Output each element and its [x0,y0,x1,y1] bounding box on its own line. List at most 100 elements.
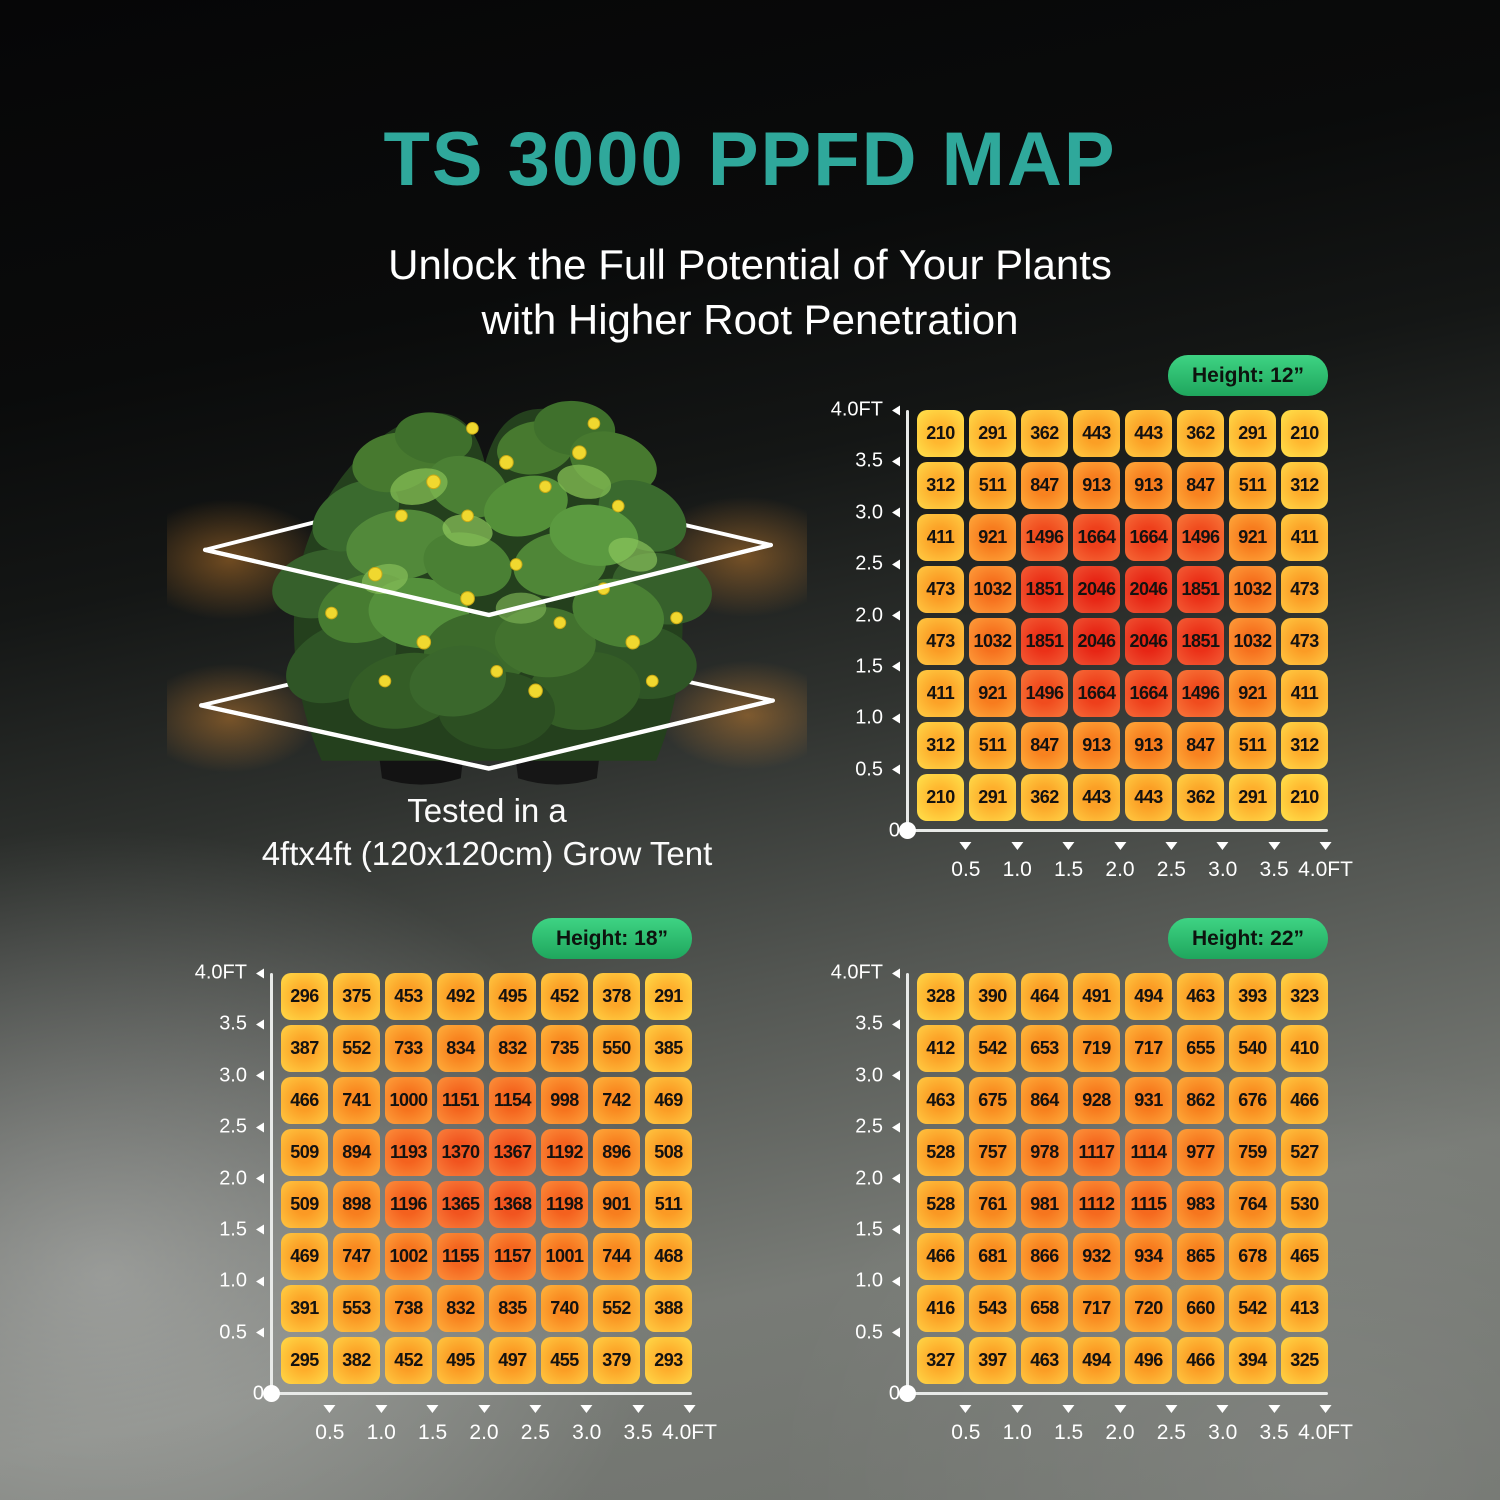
ppfd-cell: 463 [1021,1337,1068,1384]
plant-caption: Tested in a 4ftx4ft (120x120cm) Grow Tent [163,790,811,876]
y-axis-tick-label: 1.0 [219,1269,247,1292]
down-arrow-tick-icon [477,1405,490,1413]
x-axis-line [270,1392,692,1395]
ppfd-cell: 291 [1229,774,1276,821]
ppfd-cell: 655 [1177,1025,1224,1072]
ppfd-cell: 1157 [489,1233,536,1280]
ppfd-cell: 362 [1021,774,1068,821]
ppfd-cell: 492 [437,973,484,1020]
ppfd-cell: 847 [1177,462,1224,509]
x-axis-tick: 0.5 [315,1405,344,1445]
down-arrow-tick-icon [632,1405,645,1413]
x-axis-tick: 3.5 [1260,1405,1289,1445]
down-arrow-tick-icon [959,1405,972,1413]
ppfd-cell: 832 [437,1285,484,1332]
ppfd-cell: 295 [281,1337,328,1384]
x-axis-tick: 2.0 [1105,842,1135,882]
ppfd-cell: 394 [1229,1337,1276,1384]
ppfd-cell: 717 [1125,1025,1172,1072]
ppfd-cell: 1196 [385,1181,432,1228]
x-axis-tick-label: 1.0 [1002,1421,1032,1444]
y-axis-tick-label: 3.0 [855,1064,883,1087]
ppfd-cell: 393 [1229,973,1276,1020]
ppfd-cell: 913 [1073,462,1120,509]
down-arrow-tick-icon [1319,842,1332,850]
ppfd-cell: 473 [917,566,964,613]
ppfd-cell: 511 [645,1181,692,1228]
ppfd-cell: 509 [281,1129,328,1176]
x-axis-tick-label: 4.0FT [662,1421,717,1444]
left-arrow-tick-icon [256,1070,264,1081]
ppfd-cell: 678 [1229,1233,1276,1280]
ppfd-cell: 931 [1125,1077,1172,1124]
x-axis-tick: 3.5 [1260,842,1289,882]
x-axis-tick-label: 3.5 [1259,1421,1289,1444]
ppfd-cell: 1496 [1177,514,1224,561]
ppfd-cell: 1365 [437,1181,484,1228]
ppfd-cell: 720 [1125,1285,1172,1332]
ppfd-cell: 375 [333,973,380,1020]
left-arrow-tick-icon [892,1173,900,1184]
ppfd-cell: 1117 [1073,1129,1120,1176]
ppfd-cell: 291 [1229,410,1276,457]
ppfd-cell: 733 [385,1025,432,1072]
x-axis-tick: 3.0 [1208,1405,1237,1445]
ppfd-cell: 653 [1021,1025,1068,1072]
ppfd-cell: 443 [1073,410,1120,457]
ppfd-cell: 511 [1229,462,1276,509]
left-arrow-tick-icon [256,1173,264,1184]
x-axis-tick: 1.0 [367,1405,396,1445]
ppfd-cell: 660 [1177,1285,1224,1332]
ppfd-cell: 896 [593,1129,640,1176]
left-arrow-tick-icon [256,1276,264,1287]
ppfd-cell: 681 [969,1233,1016,1280]
y-axis-line [270,973,273,1394]
ppfd-cell: 553 [333,1285,380,1332]
ppfd-cell: 921 [969,514,1016,561]
ppfd-cell: 761 [969,1181,1016,1228]
height-badge-12: Height: 12” [1167,355,1328,396]
y-axis-tick-label: 1.0 [855,1269,883,1292]
ppfd-cell: 894 [333,1129,380,1176]
ppfd-cell: 1032 [969,618,1016,665]
left-arrow-tick-icon [892,610,900,621]
ppfd-cell: 747 [333,1233,380,1280]
ppfd-cell: 390 [969,973,1016,1020]
ppfd-cell: 1664 [1073,514,1120,561]
ppfd-cell: 675 [969,1077,1016,1124]
ppfd-cell: 291 [969,410,1016,457]
ppfd-cell: 757 [969,1129,1016,1176]
left-arrow-tick-icon [256,1327,264,1338]
ppfd-cell: 473 [1281,618,1328,665]
ppfd-cell: 542 [1229,1285,1276,1332]
left-arrow-tick-icon [256,968,264,978]
ppfd-cell: 410 [1281,1025,1328,1072]
ppfd-cell: 1115 [1125,1181,1172,1228]
x-axis-tick-label: 0.5 [951,1421,981,1444]
ppfd-cell: 497 [489,1337,536,1384]
ppfd-cell: 1112 [1073,1181,1120,1228]
plant-figure: Tested in a 4ftx4ft (120x120cm) Grow Tent [163,370,811,876]
ppfd-cell: 2046 [1125,618,1172,665]
down-arrow-tick-icon [1319,1405,1332,1413]
ppfd-cell: 921 [969,670,1016,717]
y-axis-line [906,410,909,831]
ppfd-cell: 740 [541,1285,588,1332]
ppfd-cell: 1664 [1125,670,1172,717]
ppfd-cell: 466 [281,1077,328,1124]
x-axis-tick: 0.5 [951,842,980,882]
axis-origin-dot [899,1385,916,1402]
ppfd-cell: 1151 [437,1077,484,1124]
ppfd-cell: 2046 [1073,566,1120,613]
x-axis-tick-label: 1.5 [1054,1421,1084,1444]
ppfd-cell: 443 [1125,410,1172,457]
caption-line-1: Tested in a [407,792,567,829]
heatmap-plot-12: 210 291 362 443 443 362 291 210 312 511 847 913 913 8… [820,399,1353,895]
down-arrow-tick-icon [529,1405,542,1413]
ppfd-cell: 1851 [1177,566,1224,613]
x-axis-tick-label: 2.0 [1105,1421,1135,1444]
ppfd-cell: 998 [541,1077,588,1124]
ppfd-grid-height-12: Height: 12” 210 291 362 443 443 362 291 210 312 5… [820,355,1353,895]
ppfd-cell: 312 [1281,462,1328,509]
ppfd-cell: 543 [969,1285,1016,1332]
